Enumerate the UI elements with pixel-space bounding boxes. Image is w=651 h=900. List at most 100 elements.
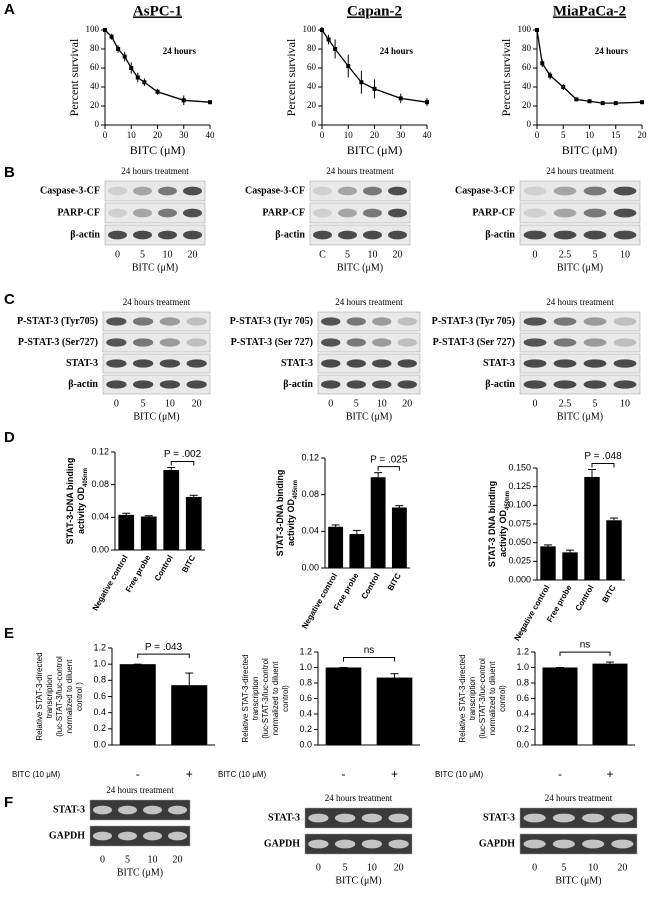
- y-tick-label: 0.04: [91, 512, 109, 522]
- lane-label: 10: [588, 862, 598, 873]
- y-axis-label-text: control ): [75, 682, 84, 711]
- band: [372, 380, 392, 389]
- y-tick-label: 0.2: [299, 724, 312, 734]
- band: [361, 839, 383, 849]
- y-tick-label: 60: [522, 62, 532, 72]
- band: [313, 230, 332, 240]
- band: [158, 208, 177, 218]
- data-point: [155, 89, 160, 94]
- lane-label: 5: [354, 398, 359, 409]
- lane-label: 0: [114, 398, 119, 409]
- y-axis-label: Relative STAT-3-directed: [458, 654, 467, 742]
- band: [143, 831, 162, 841]
- y-tick-label: 0.0: [93, 739, 106, 749]
- band: [106, 380, 127, 389]
- lane-label: 5: [593, 398, 598, 409]
- x-axis-label: BITC (10 μM): [435, 770, 484, 779]
- y-axis-label-text: control): [498, 685, 507, 712]
- blot-strip: [519, 353, 641, 374]
- band: [372, 359, 392, 368]
- y-tick-label: 80: [522, 43, 532, 53]
- band: [397, 359, 417, 368]
- y-axis-label: transcription: [45, 675, 54, 719]
- x-tick-label: Negative control: [300, 572, 339, 631]
- y-tick-label: 0.6: [93, 691, 106, 701]
- bar: [163, 469, 180, 550]
- band: [523, 380, 547, 389]
- blot-panel: 24 hours treatment P-STAT-3 (Tyr 705) P-ST…: [230, 297, 421, 422]
- lane-label: 10: [377, 398, 387, 409]
- band: [106, 338, 127, 347]
- blot-strip: [104, 202, 206, 224]
- blot-row-label: STAT-3: [268, 812, 300, 823]
- y-axis-label: Percent survival: [284, 38, 298, 116]
- y-axis-label-text: Relative STAT-3-directed: [241, 654, 250, 742]
- x-axis-label: BITC (10 μM): [12, 770, 61, 779]
- blot-panel: 24 hours treatment P-STAT-3 (Tyr 705) P-ST…: [432, 297, 641, 422]
- y-tick-label: 20: [522, 100, 532, 110]
- bar-chart: 0.000 0.025 0.050 0.075 0.100 0.125 0.150 Negat…: [487, 451, 625, 642]
- blot-row-label: P-STAT-3 (Ser 727): [433, 337, 515, 348]
- band: [363, 186, 382, 196]
- blot-panel: 24 hours treatment Caspase-3-CF PARP-CF β-a…: [40, 166, 206, 273]
- x-tick-label: +: [186, 767, 193, 781]
- band: [523, 359, 547, 368]
- blot-row-label: STAT-3: [53, 804, 85, 815]
- band: [313, 208, 332, 218]
- y-tick-label: 1.0: [299, 662, 312, 672]
- band: [186, 380, 207, 389]
- y-tick-label: 40: [90, 81, 100, 91]
- blot-strip: [309, 202, 411, 224]
- blot-strip: [89, 825, 191, 847]
- y-axis-label-text: normalized to diluent: [488, 661, 497, 736]
- bar: [171, 685, 208, 745]
- band: [388, 186, 407, 196]
- bar: [584, 476, 600, 580]
- y-axis-label-text: (luc-STAT-3/luc-control: [261, 658, 270, 739]
- x-tick-label: 20: [153, 130, 163, 140]
- band: [388, 230, 407, 240]
- blot-strip: [104, 224, 206, 246]
- bar: [606, 520, 622, 580]
- y-axis-label-text: transcription: [45, 675, 54, 719]
- significance-bracket: [559, 651, 611, 657]
- data-point: [142, 80, 147, 85]
- bar: [592, 663, 628, 745]
- y-axis-label-text: STAT-3-DNA binding: [65, 458, 75, 545]
- band: [159, 359, 181, 368]
- band: [308, 813, 329, 823]
- band: [553, 338, 577, 347]
- y-tick-label: 0.08: [301, 489, 319, 499]
- y-tick-label: 0.8: [93, 675, 106, 685]
- data-point: [103, 28, 107, 32]
- bar: [370, 477, 386, 568]
- lane-label: 20: [188, 249, 198, 260]
- band: [523, 813, 546, 823]
- lane-label: 20: [402, 398, 412, 409]
- lane-label: 20: [617, 862, 627, 873]
- blot-x-label: BITC (μM): [337, 262, 383, 273]
- significance-bracket: [591, 462, 615, 468]
- blot-x-label: BITC (μM): [133, 411, 179, 422]
- x-tick-label: 10: [344, 130, 354, 140]
- blot-strip: [519, 202, 641, 224]
- bar: [391, 507, 407, 568]
- blot-row-label: P-STAT-3 (Tyr 705): [230, 316, 313, 327]
- x-axis-label: BITC (10 μM): [218, 770, 267, 779]
- annotation: P = .002: [164, 449, 202, 460]
- annotation: ns: [364, 645, 375, 656]
- band: [613, 186, 637, 196]
- blot-x-label: BITC (μM): [557, 411, 603, 422]
- blot-row-label: β-actin: [283, 379, 313, 390]
- band: [159, 317, 181, 326]
- chart-title: AsPC-1: [133, 3, 182, 19]
- band: [582, 813, 605, 823]
- blot-panel: 24 hours treatment P-STAT-3 (Tyr705) P-STA…: [17, 297, 211, 422]
- band: [613, 380, 637, 389]
- band: [611, 813, 634, 823]
- significance-bracket: [343, 657, 395, 662]
- band: [523, 317, 547, 326]
- blot-header: 24 hours treatment: [545, 793, 613, 803]
